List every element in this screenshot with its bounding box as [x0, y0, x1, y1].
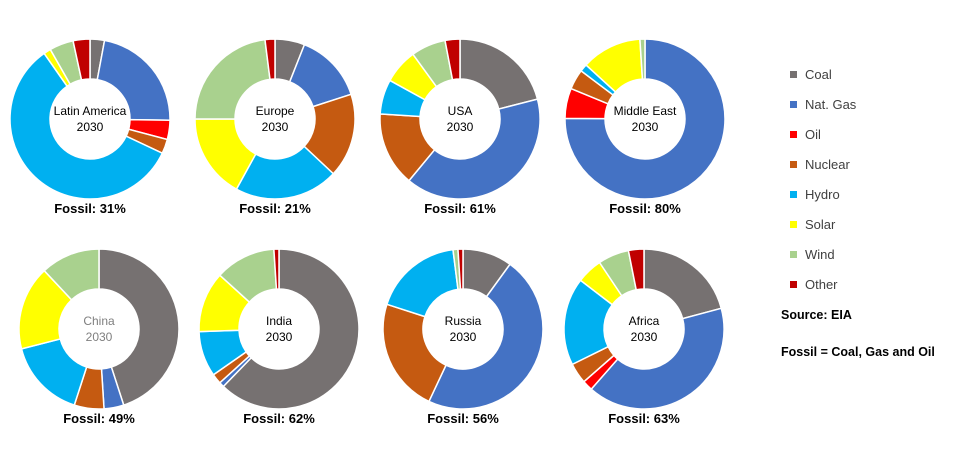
slice-coal: [459, 38, 539, 110]
slice-other: [627, 248, 645, 291]
slice-wind: [639, 38, 646, 80]
legend-label: Solar: [805, 216, 836, 232]
legend-label: Coal: [805, 66, 832, 82]
fossil-share-label: Fossil: 80%: [609, 201, 681, 216]
legend-item-coal: Coal: [790, 59, 856, 89]
donut-latin-america: [9, 38, 171, 200]
legend-item-solar: Solar: [790, 209, 856, 239]
legend-item-hydro: Hydro: [790, 179, 856, 209]
slice-nat-gas: [564, 38, 726, 200]
year-label: 2030: [261, 120, 289, 134]
fossil-share-label: Fossil: 21%: [239, 201, 311, 216]
legend-label: Other: [805, 276, 838, 292]
center-label: Europe 2030: [230, 103, 320, 135]
slice-other: [273, 248, 280, 290]
region-name: Africa: [628, 314, 660, 328]
slice-coal: [98, 248, 180, 407]
legend-label: Nuclear: [805, 156, 850, 172]
legend-label: Oil: [805, 126, 821, 142]
slice-nat-gas: [407, 98, 541, 200]
center-label: Latin America 2030: [45, 103, 135, 135]
slice-hydro: [9, 52, 164, 200]
slice-wind: [43, 248, 100, 301]
year-label: 2030: [85, 330, 113, 344]
center-label: Russia 2030: [418, 313, 508, 345]
slice-other: [264, 38, 276, 81]
legend-swatch: [790, 100, 797, 108]
region-name: Russia: [444, 314, 482, 328]
legend-label: Wind: [805, 246, 835, 262]
slice-coal: [222, 248, 360, 410]
fossil-share-label: Fossil: 49%: [63, 411, 135, 426]
slice-nat-gas: [590, 307, 725, 410]
donut-china: [18, 248, 180, 410]
center-label: India 2030: [234, 313, 324, 345]
fossil-share-label: Fossil: 56%: [427, 411, 499, 426]
fossil-share-label: Fossil: 61%: [424, 201, 496, 216]
slice-other: [72, 38, 91, 81]
legend: Coal Nat. Gas Oil Nuclear Hydro Solar Wind Othe…: [790, 59, 856, 299]
slice-wind: [194, 38, 271, 120]
center-label: Middle East 2030: [600, 103, 690, 135]
year-label: 2030: [630, 330, 658, 344]
slice-nat-gas: [427, 263, 544, 410]
year-label: 2030: [265, 330, 293, 344]
donut-india: [198, 248, 360, 410]
slice-nuclear: [382, 303, 447, 403]
year-label: 2030: [446, 120, 474, 134]
year-label: 2030: [631, 120, 659, 134]
region-name: China: [83, 314, 115, 328]
legend-item-oil: Oil: [790, 119, 856, 149]
donut-europe: [194, 38, 356, 200]
fossil-definition-note: Fossil = Coal, Gas and Oil: [781, 345, 935, 359]
slice-nat-gas: [96, 39, 171, 121]
legend-item-other: Other: [790, 269, 856, 299]
year-label: 2030: [449, 330, 477, 344]
region-name: Middle East: [613, 104, 677, 118]
legend-swatch: [790, 250, 797, 258]
slice-hydro: [385, 248, 459, 318]
legend-swatch: [790, 130, 797, 138]
slice-other: [457, 248, 464, 290]
donut-usa: [379, 38, 541, 200]
legend-swatch: [790, 190, 797, 198]
legend-swatch: [790, 280, 797, 288]
legend-item-nuclear: Nuclear: [790, 149, 856, 179]
source-note: Source: EIA: [781, 308, 852, 322]
legend-swatch: [790, 220, 797, 228]
year-label: 2030: [76, 120, 104, 134]
fossil-share-label: Fossil: 31%: [54, 201, 126, 216]
legend-swatch: [790, 70, 797, 78]
region-name: Latin America: [53, 104, 127, 118]
region-name: India: [265, 314, 293, 328]
fossil-share-label: Fossil: 62%: [243, 411, 315, 426]
fossil-share-label: Fossil: 63%: [608, 411, 680, 426]
center-label: China 2030: [54, 313, 144, 345]
legend-label: Nat. Gas: [805, 96, 857, 112]
donut-middle-east: [564, 38, 726, 200]
slice-hydro: [20, 338, 88, 407]
donut-africa: [563, 248, 725, 410]
slice-other: [444, 38, 461, 81]
region-name: Europe: [255, 104, 295, 118]
legend-swatch: [790, 160, 797, 168]
slice-coal: [643, 248, 723, 320]
donut-russia: [382, 248, 544, 410]
region-name: USA: [447, 104, 473, 118]
legend-item-wind: Wind: [790, 239, 856, 269]
center-label: USA 2030: [415, 103, 505, 135]
legend-item-nat-gas: Nat. Gas: [790, 89, 856, 119]
legend-label: Hydro: [805, 186, 840, 202]
center-label: Africa 2030: [599, 313, 689, 345]
